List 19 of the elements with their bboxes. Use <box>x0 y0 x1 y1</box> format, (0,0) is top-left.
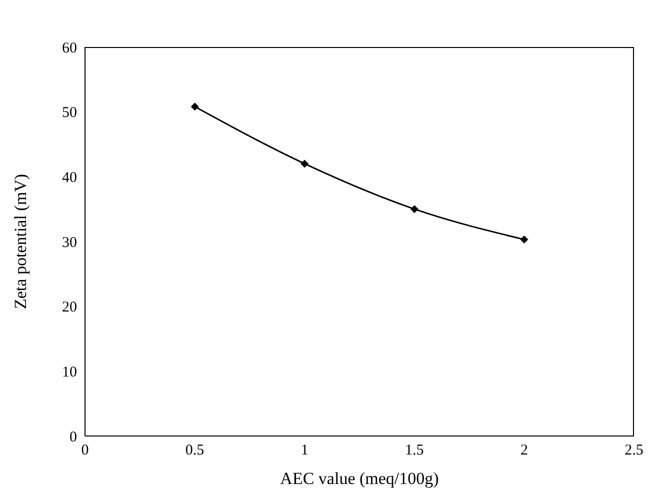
y-axis-title: Zeta potential (mV) <box>11 174 30 310</box>
x-tick-label: 0 <box>81 442 89 459</box>
y-tick-label: 30 <box>62 234 77 251</box>
point <box>300 160 309 168</box>
point <box>190 102 199 111</box>
point <box>410 205 418 214</box>
x-tick-label: 2 <box>520 442 528 459</box>
y-tick-label: 40 <box>62 170 77 186</box>
x-tick-label: 1.5 <box>405 442 424 459</box>
y-tick-label: 20 <box>62 300 77 316</box>
x-tick-label: 0.5 <box>185 442 204 459</box>
x-tick-label: 2.5 <box>624 442 644 459</box>
point <box>520 236 528 244</box>
y-tick-label: 60 <box>62 40 77 56</box>
x-axis-title: AEC value (meq/100g) <box>280 469 439 488</box>
y-tick-label: 0 <box>70 429 77 446</box>
x-tick-label: 1 <box>300 442 308 459</box>
y-tick-label: 50 <box>62 105 77 122</box>
y-tick-label: 10 <box>62 364 77 380</box>
